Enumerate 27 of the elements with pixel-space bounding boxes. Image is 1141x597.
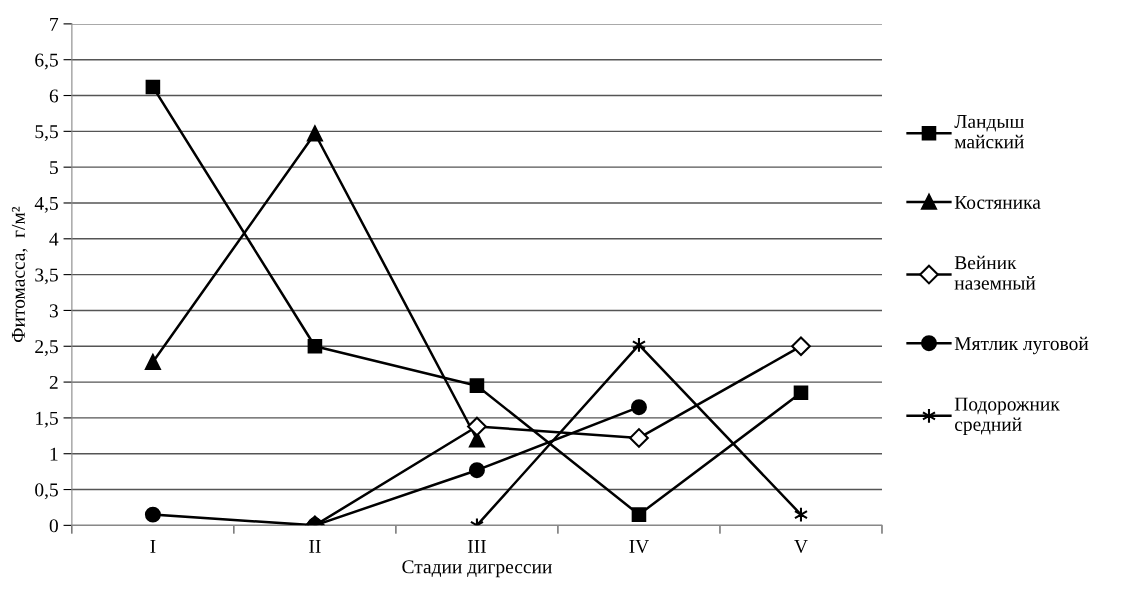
y-tick-label: 6 [49,89,59,103]
y-tick-label: 2 [49,375,58,389]
y-tick-label: 4 [49,232,59,246]
y-tick-label: 3 [49,304,58,318]
y-tick-label: 5 [50,161,58,175]
legend-label: Мятлик луговой [954,336,1089,355]
y-tick-label: 1,5 [36,411,58,428]
legend-label: Костяника [954,195,1041,209]
x-tick-label: I [150,540,156,553]
y-tick-label: 2,5 [35,340,58,356]
y-tick-label: 3,5 [35,268,58,285]
y-tick-label: 7 [50,17,59,31]
x-tick-label: II [309,540,321,553]
x-tick-label: IV [629,540,649,554]
y-tick-label: 0,5 [35,483,58,500]
legend-label: Подорожник средний [954,397,1060,435]
y-axis-title: Фитомасса, г/м² [11,206,28,343]
x-axis-title: Стадии дигрессии [402,560,552,578]
legend-label: Ландыш майский [954,115,1025,149]
y-tick-label: 6,5 [35,53,58,70]
y-tick-label: 1 [50,447,58,461]
y-tick-label: 0 [49,519,58,533]
legend-label: Вейник наземный [954,255,1036,290]
y-tick-label: 5,5 [35,125,58,142]
y-tick-label: 4,5 [34,196,58,213]
x-tick-label: V [794,540,808,554]
x-tick-label: III [467,540,486,553]
